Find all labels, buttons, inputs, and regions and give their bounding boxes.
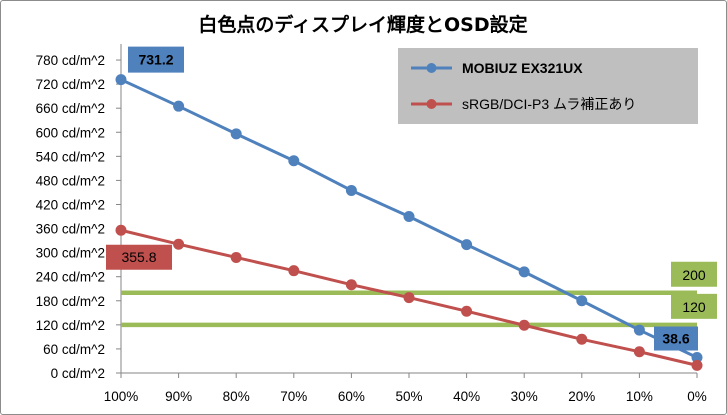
legend: MOBIUZ EX321UX sRGB/DCI-P3 ムラ補正あり: [398, 48, 698, 124]
x-tick-label: 50%: [395, 389, 422, 404]
data-point: [403, 211, 415, 223]
data-point: [230, 128, 242, 140]
callout-label-731: 731.2: [138, 52, 173, 68]
x-tick-label: 30%: [511, 389, 538, 404]
x-tick-label: 20%: [568, 389, 595, 404]
data-point: [173, 238, 185, 250]
chart-title: 白色点のディスプレイ輝度とOSD設定: [198, 13, 527, 36]
data-point: [518, 266, 530, 278]
y-tick-label: 480 cd/m^2: [36, 173, 105, 188]
data-point: [403, 292, 415, 304]
data-point: [115, 224, 127, 236]
y-axis: 0 cd/m^2 60 cd/m^2 120 cd/m^2 180 cd/m^2 240…: [36, 44, 122, 381]
x-tick-label: 60%: [338, 389, 365, 404]
y-tick-label: 420 cd/m^2: [36, 197, 105, 212]
y-tick-label: 240 cd/m^2: [36, 270, 105, 285]
y-tick-label: 720 cd/m^2: [36, 77, 105, 92]
x-tick-label: 80%: [223, 389, 250, 404]
y-tick-label: 600 cd/m^2: [36, 125, 105, 140]
data-point: [288, 265, 300, 277]
data-point: [518, 319, 530, 331]
data-point: [461, 239, 473, 251]
data-point: [633, 324, 645, 336]
data-point: [345, 279, 357, 291]
data-point: [461, 305, 473, 317]
callouts: 731.2 355.8 38.6: [106, 46, 698, 351]
y-tick-label: 300 cd/m^2: [36, 246, 105, 261]
y-tick-label: 540 cd/m^2: [36, 149, 105, 164]
data-point: [691, 359, 703, 371]
data-point: [345, 184, 357, 196]
y-tick-label: 120 cd/m^2: [36, 318, 105, 333]
data-point: [691, 352, 703, 364]
y-tick-label: 0 cd/m^2: [51, 366, 105, 381]
callout-label-731-box: [128, 46, 184, 73]
x-tick-label: 10%: [626, 389, 653, 404]
legend-marker-series-2: [426, 99, 437, 109]
data-point: [576, 333, 588, 345]
x-tick-label: 70%: [280, 389, 307, 404]
callout-label-355: 355.8: [121, 249, 156, 265]
legend-label-series-2: sRGB/DCI-P3 ムラ補正あり: [462, 96, 636, 112]
data-point: [230, 251, 242, 263]
data-point: [576, 295, 588, 307]
data-point: [288, 155, 300, 167]
reference-label: 200: [682, 267, 706, 283]
reference-label: 120: [682, 299, 706, 315]
y-tick-label: 780 cd/m^2: [36, 53, 105, 68]
reference-label-box: [671, 261, 717, 287]
callout-label-38-box: [654, 326, 698, 351]
y-tick-label: 360 cd/m^2: [36, 222, 105, 237]
legend-label-series-1: MOBIUZ EX321UX: [462, 60, 583, 76]
x-tick-label: 0%: [687, 389, 707, 404]
x-tick-label: 40%: [453, 389, 480, 404]
x-tick-label: 90%: [165, 389, 192, 404]
reference-label-box: [671, 293, 717, 319]
legend-item-series-2: sRGB/DCI-P3 ムラ補正あり: [411, 96, 636, 112]
callout-label-355-box: [106, 244, 172, 270]
callout-label-38: 38.6: [662, 331, 689, 347]
data-point: [173, 100, 185, 112]
data-point: [115, 74, 127, 86]
x-axis: 100% 90% 80% 70% 60% 50% 40% 30% 20% 10% 0%: [104, 372, 707, 404]
series-group: [115, 74, 703, 371]
y-tick-label: 60 cd/m^2: [43, 342, 105, 357]
y-tick-label: 660 cd/m^2: [36, 101, 105, 116]
y-tick-label: 180 cd/m^2: [36, 294, 105, 309]
data-point: [633, 346, 645, 358]
legend-marker-series-1: [426, 63, 437, 73]
x-tick-label: 100%: [104, 389, 139, 404]
legend-box: [398, 48, 698, 124]
legend-item-series-1: MOBIUZ EX321UX: [411, 60, 583, 76]
